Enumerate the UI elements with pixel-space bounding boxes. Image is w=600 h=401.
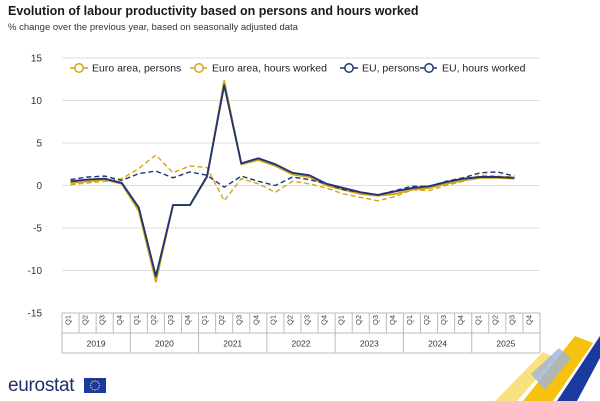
chart-title: Evolution of labour productivity based o… (8, 4, 419, 18)
flag-star (90, 382, 92, 384)
year-tick-label: 2020 (155, 339, 174, 349)
quarter-tick-label: Q4 (456, 315, 465, 325)
y-tick-label: 5 (36, 139, 42, 150)
flag-star (90, 387, 92, 389)
quarter-tick-label: Q2 (81, 315, 90, 325)
quarter-tick-label: Q4 (183, 315, 192, 325)
series-line-1 (70, 79, 515, 283)
quarter-tick-label: Q1 (405, 315, 414, 325)
y-tick-label: -10 (28, 266, 43, 277)
legend-label-3: EU, persons (362, 63, 420, 75)
quarter-tick-label: Q2 (217, 315, 226, 325)
series-line-2 (70, 154, 515, 202)
eu-flag-icon (84, 378, 106, 393)
quarter-tick-label: Q3 (303, 315, 312, 325)
quarter-tick-label: Q1 (268, 315, 277, 325)
y-tick-label: 0 (36, 181, 42, 192)
year-tick-label: 2021 (223, 339, 242, 349)
legend-label-2: Euro area, hours worked (212, 63, 327, 75)
flag-star (92, 380, 94, 383)
year-tick-label: 2022 (292, 339, 311, 349)
flag-star (98, 382, 100, 384)
flag-star (98, 384, 101, 387)
y-tick-label: -5 (33, 224, 42, 235)
year-tick-label: 2023 (360, 339, 379, 349)
quarter-tick-label: Q1 (337, 315, 346, 325)
year-tick-label: 2024 (428, 339, 447, 349)
flag-star (94, 389, 96, 391)
legend-marker-3 (344, 63, 354, 73)
quarter-tick-label: Q1 (473, 315, 482, 325)
eurostat-logo-text: eurostat (8, 375, 75, 396)
quarter-tick-label: Q1 (132, 315, 141, 325)
quarter-tick-label: Q3 (439, 315, 448, 325)
quarter-tick-label: Q1 (200, 315, 209, 325)
y-tick-label: 10 (31, 96, 43, 107)
quarter-tick-label: Q4 (320, 315, 329, 325)
year-tick-label: 2025 (496, 339, 515, 349)
quarter-tick-label: Q4 (251, 315, 260, 325)
series-line-4 (70, 170, 515, 196)
chart-subtitle: % change over the previous year, based o… (8, 22, 298, 33)
quarter-tick-label: Q3 (234, 315, 243, 325)
quarter-tick-label: Q2 (354, 315, 363, 325)
flag-star (92, 388, 94, 391)
flag-background (84, 378, 106, 393)
quarter-tick-label: Q3 (507, 315, 516, 325)
quarter-tick-label: Q4 (524, 315, 533, 325)
flag-star (96, 388, 98, 391)
legend-label-1: Euro area, persons (92, 63, 181, 75)
quarter-tick-label: Q3 (166, 315, 175, 325)
quarter-tick-label: Q2 (149, 315, 158, 325)
quarter-tick-label: Q4 (115, 315, 124, 325)
quarter-tick-label: Q3 (98, 315, 107, 325)
decorative-stripes-icon (495, 336, 600, 401)
flag-star (98, 387, 100, 389)
legend-marker-1 (74, 63, 84, 73)
y-tick-label: -15 (28, 309, 43, 320)
flag-star (94, 380, 96, 382)
quarter-tick-label: Q2 (422, 315, 431, 325)
y-tick-label: 15 (31, 54, 43, 65)
flag-star (89, 384, 92, 387)
legend-label-4: EU, hours worked (442, 63, 526, 75)
quarter-tick-label: Q1 (64, 315, 73, 325)
year-tick-label: 2019 (87, 339, 106, 349)
quarter-tick-label: Q3 (371, 315, 380, 325)
quarter-tick-label: Q2 (490, 315, 499, 325)
quarter-tick-label: Q2 (285, 315, 294, 325)
flag-star (96, 380, 98, 383)
legend-marker-2 (194, 63, 204, 73)
quarter-tick-label: Q4 (388, 315, 397, 325)
legend-marker-4 (424, 63, 434, 73)
